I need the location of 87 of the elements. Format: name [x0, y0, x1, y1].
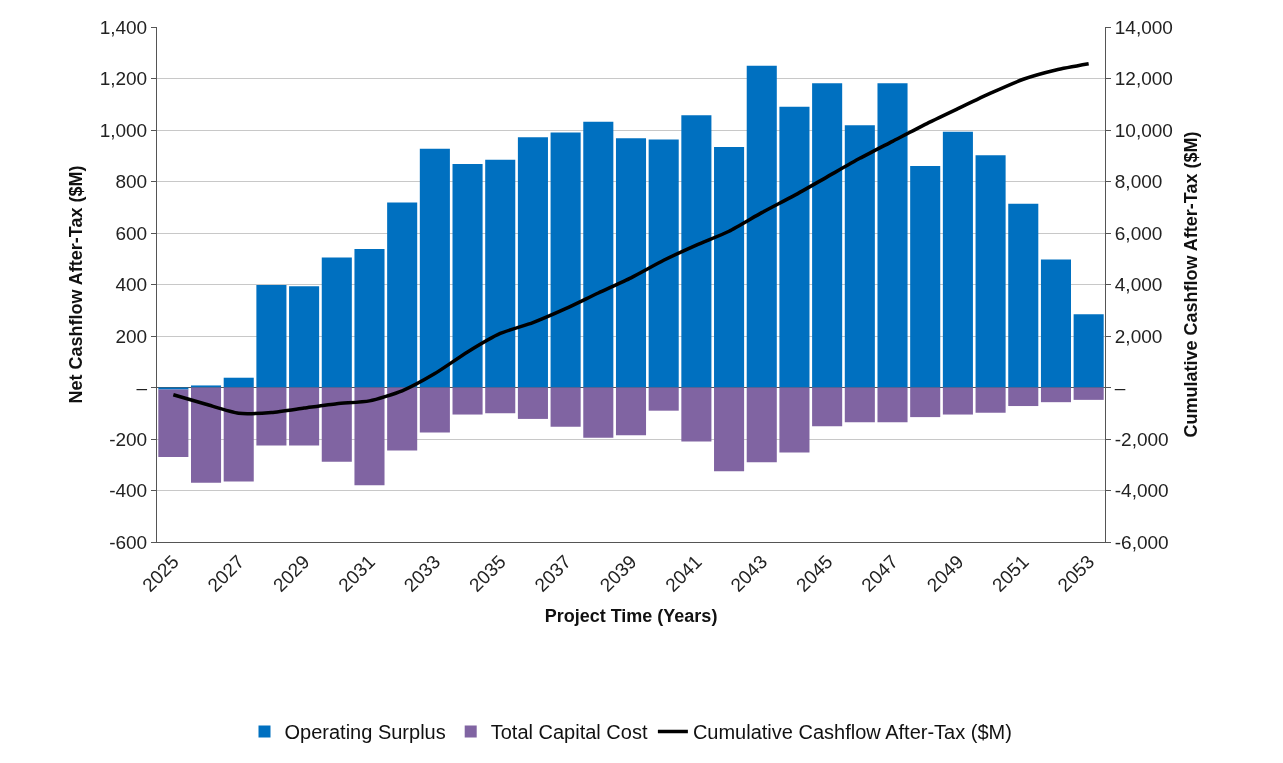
y2-tick-label: -6,000	[1114, 531, 1169, 553]
y-tick-label: 1,000	[99, 119, 148, 141]
y2-tick-label: -4,000	[1114, 480, 1169, 502]
bar	[452, 163, 483, 388]
y-tick-label: 800	[115, 171, 148, 193]
bar	[877, 387, 908, 423]
y-tick-label: -400	[109, 480, 148, 502]
bar	[910, 387, 941, 418]
bar	[517, 387, 548, 419]
bar	[191, 387, 222, 483]
bar	[746, 65, 777, 388]
bar	[681, 115, 712, 388]
bar	[844, 387, 875, 423]
bar	[419, 148, 450, 388]
legend-label: Operating Surplus	[284, 721, 446, 744]
bar	[910, 166, 941, 388]
bar	[746, 387, 777, 463]
bar	[812, 387, 843, 427]
bar	[779, 387, 810, 453]
y2-tick-label: 8,000	[1114, 171, 1163, 193]
bar	[158, 389, 189, 458]
bar	[223, 377, 254, 388]
bar	[485, 387, 516, 414]
bar	[714, 147, 745, 388]
bar	[648, 139, 679, 388]
y2-tick-label: 2,000	[1114, 325, 1163, 347]
bar	[942, 131, 973, 388]
bar	[191, 385, 222, 388]
y2-tick-label: –	[1114, 377, 1126, 399]
bar	[354, 387, 385, 486]
bar	[158, 387, 189, 390]
y-tick-label: 1,400	[99, 16, 148, 38]
bar	[1073, 314, 1104, 388]
bar	[387, 387, 418, 451]
bar	[256, 387, 287, 446]
legend-label: Cumulative Cashflow After-Tax ($M)	[692, 721, 1012, 744]
bar	[321, 257, 352, 388]
bar	[583, 121, 614, 388]
y2-tick-label: 14,000	[1114, 16, 1173, 38]
bar	[1040, 259, 1071, 388]
bar	[550, 387, 581, 427]
bar	[1008, 203, 1039, 388]
y-axis-title: Net Cashflow After-Tax ($M)	[65, 165, 86, 404]
bar	[583, 387, 614, 438]
y2-tick-label: 6,000	[1114, 222, 1163, 244]
bar	[844, 125, 875, 388]
bar	[1008, 387, 1039, 407]
bar	[615, 387, 647, 436]
line-series	[171, 62, 1091, 416]
bar	[289, 286, 320, 388]
y-tick-label: -600	[109, 531, 148, 553]
bar	[550, 132, 581, 388]
y-tick-label: 1,200	[99, 68, 148, 90]
bar	[321, 387, 352, 462]
bar	[779, 106, 810, 388]
x-axis-title: Project Time (Years)	[544, 605, 718, 626]
bar	[1073, 387, 1104, 400]
bar	[615, 138, 647, 388]
y2-axis-title: Cumulative Cashflow After-Tax ($M)	[1181, 131, 1202, 438]
bar	[1040, 387, 1071, 403]
y2-tick-label: -2,000	[1114, 428, 1169, 450]
bar	[256, 285, 287, 388]
bar	[975, 155, 1006, 388]
bar	[975, 387, 1006, 413]
bar	[354, 248, 385, 388]
y-tick-label: 400	[115, 274, 148, 296]
bar	[877, 83, 908, 388]
bar	[289, 387, 320, 446]
legend-label: Total Capital Cost	[490, 721, 648, 744]
y-tick-label: 200	[115, 325, 148, 347]
y2-tick-label: 12,000	[1114, 68, 1173, 90]
bar	[648, 387, 679, 411]
y-tick-label: –	[136, 377, 148, 399]
bar	[517, 137, 548, 388]
y-tick-label: 600	[115, 222, 148, 244]
bar	[387, 202, 418, 388]
bar	[452, 387, 483, 415]
bar	[812, 83, 843, 388]
bar	[485, 159, 516, 388]
bar	[942, 387, 973, 415]
bar	[714, 387, 745, 472]
y2-tick-label: 4,000	[1114, 274, 1163, 296]
y2-tick-label: 10,000	[1114, 119, 1173, 141]
bar	[223, 387, 254, 482]
bar	[681, 387, 712, 442]
bar	[419, 387, 450, 433]
y-tick-label: -200	[109, 428, 148, 450]
